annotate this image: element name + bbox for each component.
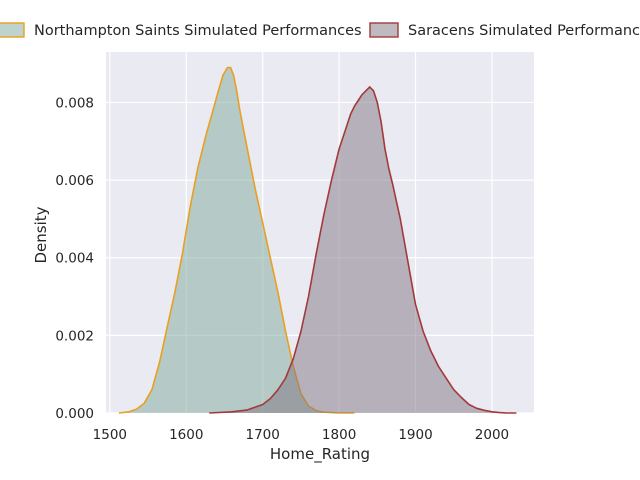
- y-tick-label: 0.002: [55, 328, 94, 344]
- y-tick-label: 0.008: [55, 95, 94, 111]
- x-tick-label: 1800: [322, 427, 356, 443]
- series-layer: [118, 66, 517, 414]
- y-tick-label: 0.004: [55, 251, 94, 267]
- legend-swatch-northampton: [0, 22, 25, 38]
- x-tick-label: 1600: [169, 427, 203, 443]
- series-line-saracens: [209, 86, 517, 414]
- x-axis-label: Home_Rating: [270, 445, 370, 464]
- y-axis-ticks: 0.000 0.002 0.004 0.006 0.008: [55, 95, 94, 422]
- series-area-northampton: [119, 67, 355, 413]
- x-tick-label: 1900: [398, 427, 432, 443]
- x-tick-label: 1700: [245, 427, 279, 443]
- y-tick-label: 0.006: [55, 173, 94, 189]
- legend-label-saracens: Saracens Simulated Performances: [408, 23, 640, 39]
- legend-swatch-saracens: [369, 22, 399, 38]
- y-axis-label: Density: [32, 206, 50, 263]
- series-area-saracens: [209, 86, 517, 414]
- legend-label-northampton: Northampton Saints Simulated Performance…: [34, 23, 362, 39]
- x-tick-label: 1500: [93, 427, 127, 443]
- x-axis-ticks: 1500 1600 1700 1800 1900 2000: [93, 427, 510, 443]
- y-tick-label: 0.000: [55, 406, 94, 422]
- x-tick-label: 2000: [475, 427, 509, 443]
- legend: Northampton Saints Simulated Performance…: [0, 22, 640, 39]
